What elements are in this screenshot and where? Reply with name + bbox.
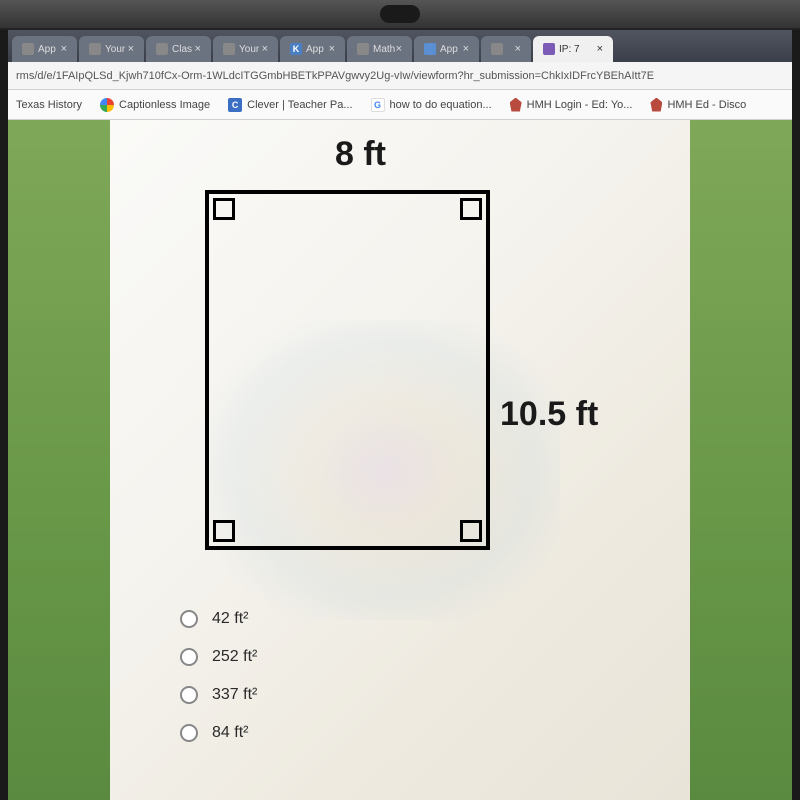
right-angle-marker	[460, 198, 482, 220]
tab-close-icon[interactable]: ×	[128, 43, 134, 55]
radio-icon[interactable]	[180, 686, 198, 704]
option-2[interactable]: 337 ft²	[180, 686, 257, 704]
tab-label: App	[306, 44, 324, 55]
tab-close-icon[interactable]: ×	[329, 43, 335, 55]
tab-close-icon[interactable]: ×	[262, 43, 268, 55]
tab-label: IP: 7	[559, 44, 580, 55]
tab-1[interactable]: Your×	[79, 36, 144, 62]
screen: App× Your× Clas× Your× KApp× Math× App× …	[8, 30, 792, 800]
bookmarks-bar: Texas History Captionless Image C Clever…	[8, 90, 792, 120]
bookmark-label: Captionless Image	[119, 99, 210, 111]
laptop-bezel	[0, 0, 800, 30]
radio-icon[interactable]	[180, 648, 198, 666]
tab-close-icon[interactable]: ×	[195, 43, 201, 55]
bookmark-google-search[interactable]: G how to do equation...	[371, 98, 492, 112]
url-text: rms/d/e/1FAIpQLSd_Kjwh710fCx-Orm-1WLdcIT…	[16, 70, 654, 82]
tab-close-icon[interactable]: ×	[597, 43, 603, 55]
option-label: 42 ft²	[212, 610, 248, 628]
option-label: 84 ft²	[212, 724, 248, 742]
hmh-icon	[510, 98, 522, 112]
tab-label: Your	[105, 44, 125, 55]
rectangle-figure	[205, 190, 490, 550]
answer-options: 42 ft² 252 ft² 337 ft² 84 ft²	[180, 610, 257, 762]
option-label: 252 ft²	[212, 648, 257, 666]
tab-3[interactable]: Your×	[213, 36, 278, 62]
tab-4[interactable]: KApp×	[280, 36, 345, 62]
question-panel: 8 ft 10.5 ft 42 ft² 252 ft² 3	[110, 120, 690, 800]
tab-2[interactable]: Clas×	[146, 36, 211, 62]
option-1[interactable]: 252 ft²	[180, 648, 257, 666]
bookmark-clever[interactable]: C Clever | Teacher Pa...	[228, 98, 352, 112]
bookmark-label: Clever | Teacher Pa...	[247, 99, 352, 111]
tab-active[interactable]: IP: 7 ×	[533, 36, 613, 62]
bookmark-hmh-login[interactable]: HMH Login - Ed: Yo...	[510, 98, 633, 112]
option-label: 337 ft²	[212, 686, 257, 704]
radio-icon[interactable]	[180, 724, 198, 742]
tab-label: Clas	[172, 44, 192, 55]
bookmark-label: Texas History	[16, 99, 82, 111]
tab-close-icon[interactable]: ×	[515, 43, 521, 55]
pinwheel-icon	[100, 98, 114, 112]
tab-label: App	[440, 44, 458, 55]
hmh-icon	[650, 98, 662, 112]
tab-label: App	[38, 44, 56, 55]
bookmark-captionless[interactable]: Captionless Image	[100, 98, 210, 112]
google-icon: G	[371, 98, 385, 112]
tab-0[interactable]: App ×	[12, 36, 77, 62]
right-angle-marker	[460, 520, 482, 542]
tab-close-icon[interactable]: ×	[463, 43, 469, 55]
webcam	[380, 5, 420, 23]
tab-close-icon[interactable]: ×	[396, 43, 402, 55]
width-label: 8 ft	[335, 135, 386, 174]
browser-tab-bar: App× Your× Clas× Your× KApp× Math× App× …	[8, 30, 792, 62]
bookmark-label: HMH Login - Ed: Yo...	[527, 99, 633, 111]
tab-6[interactable]: App ×	[414, 36, 479, 62]
right-angle-marker	[213, 520, 235, 542]
height-label: 10.5 ft	[500, 395, 598, 434]
bookmark-label: HMH Ed - Disco	[667, 99, 746, 111]
clever-icon: C	[228, 98, 242, 112]
bookmark-hmh-ed[interactable]: HMH Ed - Disco	[650, 98, 746, 112]
bookmark-texas-history[interactable]: Texas History	[16, 99, 82, 111]
page-content: 8 ft 10.5 ft 42 ft² 252 ft² 3	[8, 120, 792, 800]
tab-7[interactable]: ×	[481, 36, 531, 62]
tab-label: Math	[373, 44, 395, 55]
tab-label: Your	[239, 44, 259, 55]
bookmark-label: how to do equation...	[390, 99, 492, 111]
option-3[interactable]: 84 ft²	[180, 724, 257, 742]
right-angle-marker	[213, 198, 235, 220]
radio-icon[interactable]	[180, 610, 198, 628]
tab-5[interactable]: Math×	[347, 36, 412, 62]
option-0[interactable]: 42 ft²	[180, 610, 257, 628]
tab-close-icon[interactable]: ×	[61, 43, 67, 55]
url-bar[interactable]: rms/d/e/1FAIpQLSd_Kjwh710fCx-Orm-1WLdcIT…	[8, 62, 792, 90]
